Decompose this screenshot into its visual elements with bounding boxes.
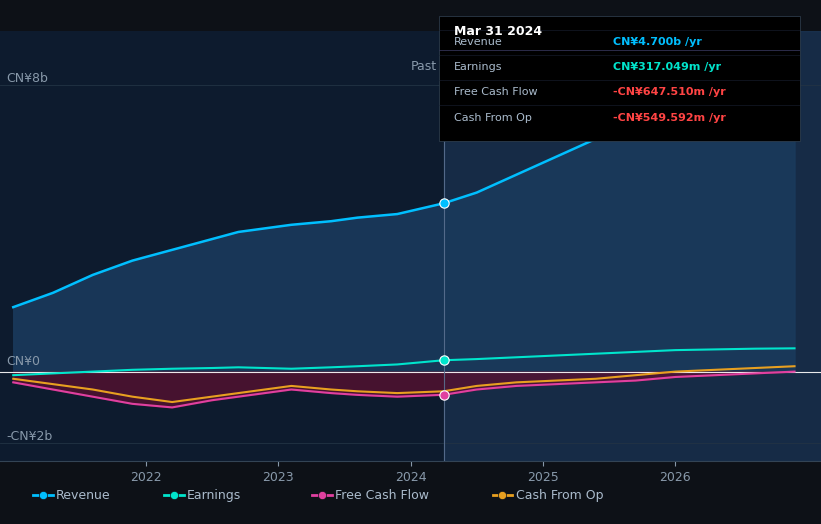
- Text: Mar 31 2024: Mar 31 2024: [454, 25, 542, 38]
- Text: Earnings: Earnings: [454, 62, 502, 72]
- Text: -CN¥549.592m /yr: -CN¥549.592m /yr: [612, 113, 726, 123]
- Text: Revenue: Revenue: [454, 37, 502, 47]
- Point: [315, 491, 328, 499]
- Text: Past: Past: [410, 60, 437, 73]
- Text: Cash From Op: Cash From Op: [516, 489, 603, 501]
- Text: CN¥4.700b /yr: CN¥4.700b /yr: [612, 37, 701, 47]
- Text: Free Cash Flow: Free Cash Flow: [335, 489, 429, 501]
- Text: -CN¥647.510m /yr: -CN¥647.510m /yr: [612, 88, 726, 97]
- Bar: [443, 31, 821, 461]
- Point: [437, 356, 450, 365]
- Text: -CN¥2b: -CN¥2b: [7, 430, 53, 443]
- Point: [437, 390, 450, 399]
- Point: [167, 491, 181, 499]
- Text: Cash From Op: Cash From Op: [454, 113, 531, 123]
- Point: [36, 491, 49, 499]
- Text: CN¥317.049m /yr: CN¥317.049m /yr: [612, 62, 721, 72]
- Text: CN¥8b: CN¥8b: [7, 72, 48, 85]
- FancyBboxPatch shape: [439, 16, 800, 141]
- Text: Analysts Forecasts: Analysts Forecasts: [456, 60, 573, 73]
- Point: [437, 199, 450, 208]
- Text: CN¥0: CN¥0: [7, 355, 40, 368]
- Text: Free Cash Flow: Free Cash Flow: [454, 88, 537, 97]
- Text: Revenue: Revenue: [56, 489, 111, 501]
- Text: Earnings: Earnings: [187, 489, 241, 501]
- Point: [496, 491, 509, 499]
